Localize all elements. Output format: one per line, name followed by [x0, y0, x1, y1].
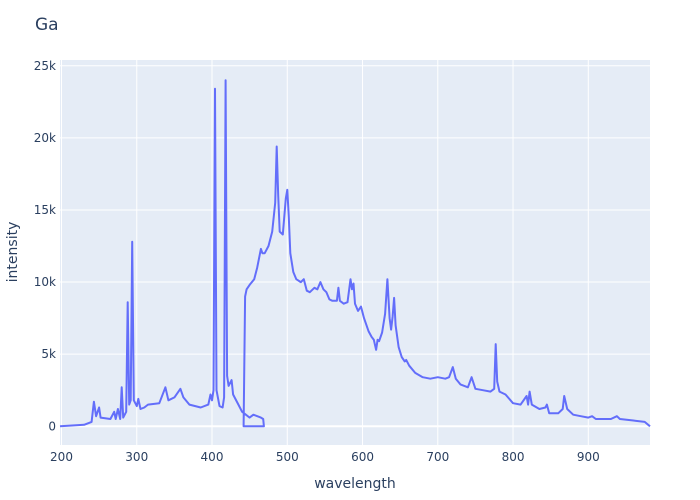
y-tick-label: 25k [34, 59, 56, 73]
data-line [59, 79, 651, 428]
chart-title: Ga [35, 15, 59, 35]
x-tick-label: 300 [125, 450, 148, 464]
plot-area [60, 60, 650, 445]
y-tick-label: 5k [41, 347, 56, 361]
x-tick-label: 200 [50, 450, 73, 464]
x-tick-label: 600 [351, 450, 374, 464]
x-axis-title: wavelength [314, 476, 396, 492]
y-tick-label: 0 [48, 419, 56, 433]
x-tick-label: 400 [201, 450, 224, 464]
x-tick-label: 500 [276, 450, 299, 464]
y-tick-label: 20k [34, 131, 56, 145]
y-axis-title: intensity [5, 222, 21, 283]
y-tick-label: 10k [34, 275, 56, 289]
x-tick-label: 900 [577, 450, 600, 464]
y-tick-label: 15k [34, 203, 56, 217]
x-tick-label: 700 [426, 450, 449, 464]
x-tick-label: 800 [502, 450, 525, 464]
